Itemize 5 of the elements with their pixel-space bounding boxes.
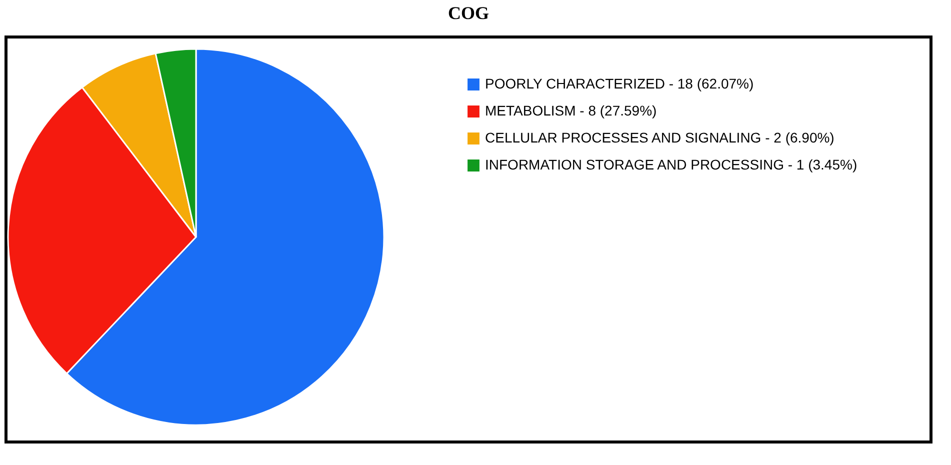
legend-label: POORLY CHARACTERIZED - 18 (62.07%) [485, 76, 754, 92]
chart-title: COG [448, 3, 490, 23]
legend-label: INFORMATION STORAGE AND PROCESSING - 1 (3.45%) [485, 156, 858, 172]
legend-label: CELLULAR PROCESSES AND SIGNALING - 2 (6.90%) [485, 130, 834, 146]
legend-label: METABOLISM - 8 (27.59%) [485, 102, 657, 118]
